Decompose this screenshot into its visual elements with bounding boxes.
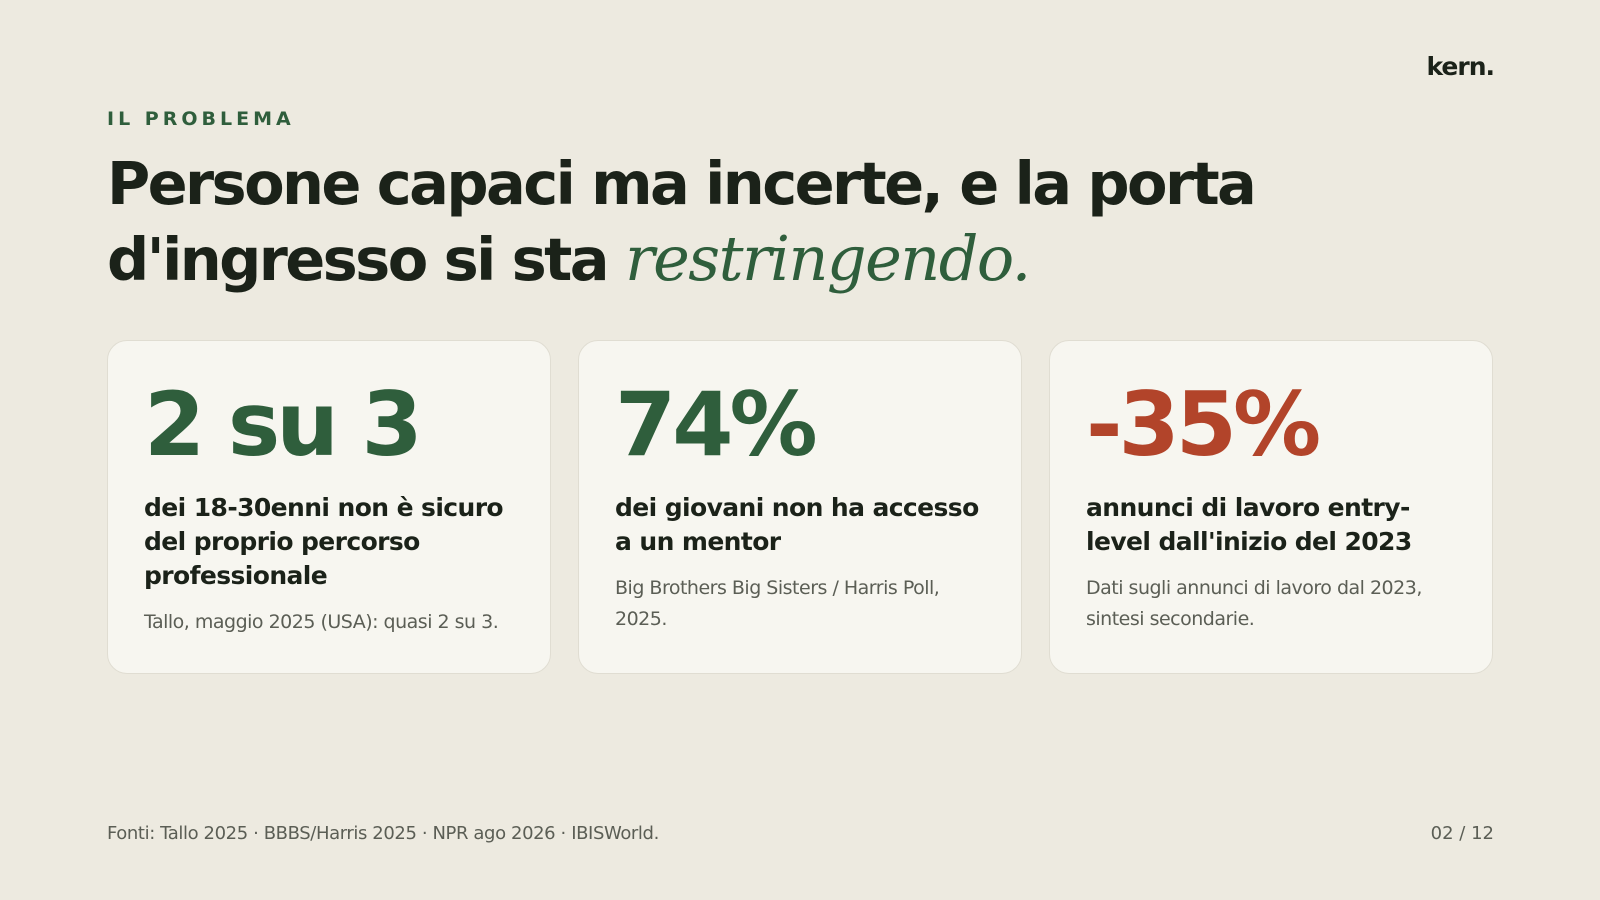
- stat-card-mentor: 74% dei giovani non ha accesso a un ment…: [578, 340, 1022, 674]
- stat-cards: 2 su 3 dei 18-30enni non è sicuro del pr…: [107, 340, 1493, 674]
- stat-value: 74%: [615, 373, 818, 476]
- stat-description: annunci di lavoro entry-level dall'inizi…: [1086, 493, 1412, 556]
- page-indicator: 02 / 12: [1430, 823, 1494, 844]
- stat-source: Big Brothers Big Sisters / Harris Poll, …: [615, 577, 940, 630]
- section-eyebrow: IL PROBLEMA: [107, 108, 295, 130]
- stat-source: Dati sugli annunci di lavoro dal 2023, s…: [1086, 577, 1422, 630]
- headline-main: Persone capaci ma incerte, e la porta d'…: [107, 149, 1257, 294]
- brand-logo: kern.: [1426, 52, 1495, 81]
- stat-value: 2 su 3: [144, 373, 423, 476]
- headline-accent: restringendo.: [624, 222, 1031, 295]
- stat-source: Tallo, maggio 2025 (USA): quasi 2 su 3.: [144, 611, 499, 633]
- slide-headline: Persone capaci ma incerte, e la porta d'…: [107, 146, 1407, 297]
- footer-sources: Fonti: Tallo 2025 · BBBS/Harris 2025 · N…: [107, 823, 659, 844]
- stat-card-uncertainty: 2 su 3 dei 18-30enni non è sicuro del pr…: [107, 340, 551, 674]
- stat-description: dei 18-30enni non è sicuro del proprio p…: [144, 493, 504, 590]
- stat-value: -35%: [1086, 373, 1321, 476]
- stat-description: dei giovani non ha accesso a un mentor: [615, 493, 979, 556]
- stat-card-entry-level: -35% annunci di lavoro entry-level dall'…: [1049, 340, 1493, 674]
